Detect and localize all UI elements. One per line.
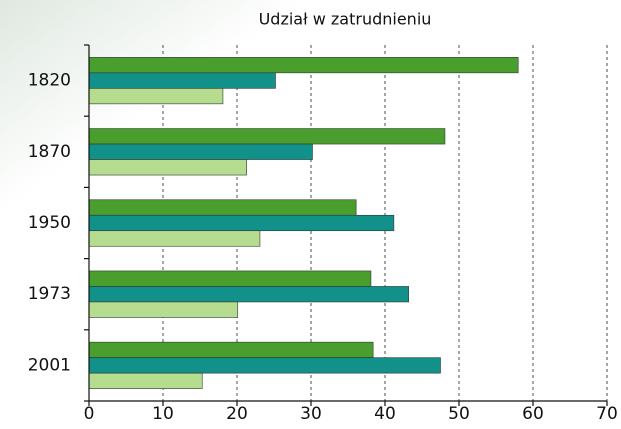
x-tick-label: 20 (226, 404, 248, 424)
x-tick-label: 10 (152, 404, 174, 424)
chart-title: Udział w zatrudnieniu (259, 10, 432, 29)
y-tick-label: 1973 (28, 284, 71, 304)
x-tick-label: 70 (596, 404, 618, 424)
x-tick-label: 30 (300, 404, 322, 424)
bar (88, 199, 357, 216)
y-tick-label: 2001 (28, 355, 71, 375)
x-tick-label: 0 (84, 404, 95, 424)
bar (88, 159, 247, 176)
y-tick-label: 1870 (28, 142, 71, 162)
bar (88, 270, 372, 287)
bar (88, 301, 239, 318)
bar (88, 357, 441, 374)
bar (88, 143, 313, 160)
bar (88, 372, 203, 389)
y-tick-label: 1820 (28, 71, 71, 91)
x-tick-label: 50 (448, 404, 470, 424)
bar (88, 341, 374, 358)
x-tick-label: 60 (522, 404, 544, 424)
bar (88, 57, 519, 74)
y-tick-label: 1950 (28, 213, 71, 233)
bar (88, 230, 261, 247)
bar (88, 72, 276, 89)
x-tick-label: 40 (374, 404, 396, 424)
bar (88, 214, 395, 232)
bar (88, 88, 224, 105)
bar (88, 286, 409, 303)
bar (88, 128, 446, 145)
